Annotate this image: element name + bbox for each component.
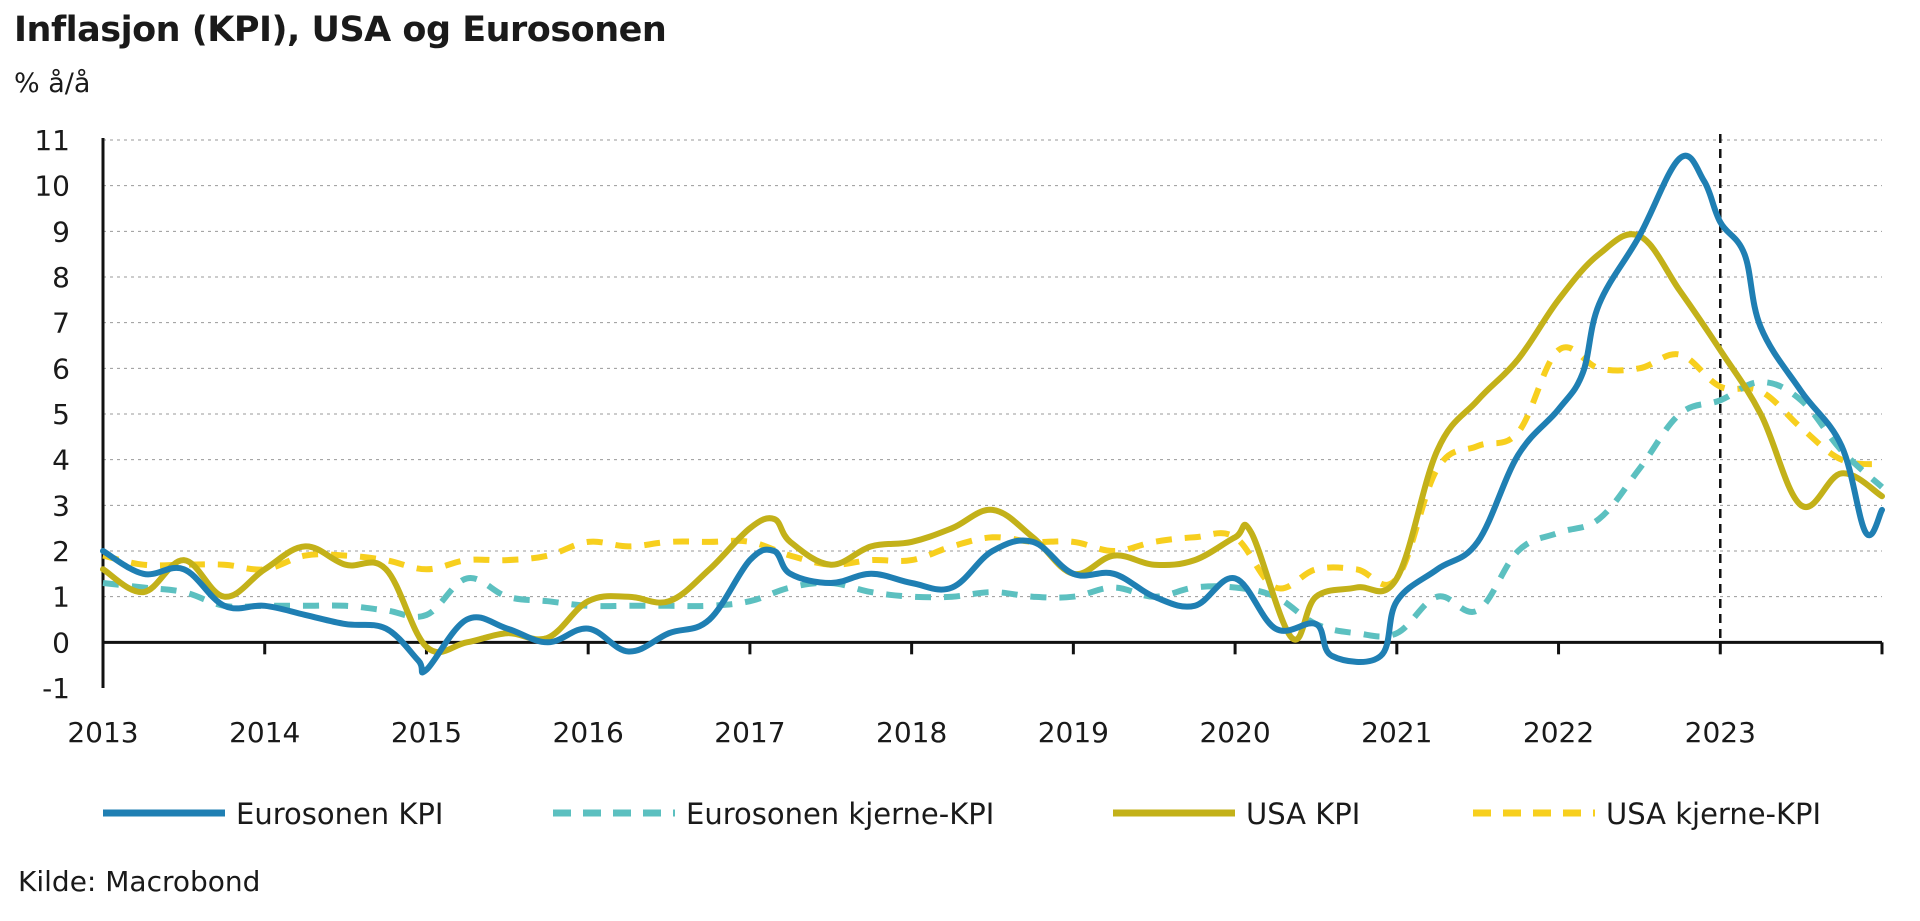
y-tick-label: 11 — [34, 124, 70, 157]
x-tick-label: 2020 — [1199, 716, 1270, 749]
y-tick-label: -1 — [42, 672, 70, 705]
y-axis-unit-label: % å/å — [14, 68, 91, 99]
series-lines — [100, 152, 1885, 676]
y-tick-label: 1 — [52, 581, 70, 614]
series-line-eurosonen-kjerne-kpi — [102, 379, 1885, 640]
x-tick-label: 2019 — [1038, 716, 1109, 749]
axes: -1 0 1 2 3 4 5 6 7 8 9 10 11 2013 2014 2015 2016 2017 2018… — [34, 124, 1884, 749]
legend-label: USA KPI — [1246, 797, 1360, 831]
chart-title: Inflasjon (KPI), USA og Eurosonen — [14, 10, 667, 50]
x-tick-label: 2015 — [391, 716, 462, 749]
x-tick-label: 2017 — [714, 716, 785, 749]
legend: Eurosonen KPI Eurosonen kjerne-KPI USA KPI… — [103, 797, 1821, 831]
x-tick-label: 2016 — [553, 716, 624, 749]
y-tick-label: 10 — [34, 170, 70, 203]
y-tick-label: 2 — [52, 535, 70, 568]
legend-label: Eurosonen KPI — [236, 797, 443, 831]
y-tick-label: 0 — [52, 626, 70, 659]
x-tick-label: 2021 — [1361, 716, 1432, 749]
y-tick-label: 3 — [52, 489, 70, 522]
y-tick-label: 5 — [52, 398, 70, 431]
y-tick-label: 4 — [52, 444, 70, 477]
y-tick-label: 8 — [52, 261, 70, 294]
series-line-usa-kjerne-kpi — [102, 344, 1883, 592]
x-tick-label: 2018 — [876, 716, 947, 749]
y-tick-label: 9 — [52, 215, 70, 248]
x-tick-label: 2023 — [1685, 716, 1756, 749]
y-tick-label: 6 — [52, 352, 70, 385]
series-line-usa-kpi — [100, 231, 1885, 656]
legend-label: Eurosonen kjerne-KPI — [686, 797, 994, 831]
x-tick-label: 2022 — [1523, 716, 1594, 749]
x-tick-label: 2013 — [67, 716, 138, 749]
y-tick-label: 7 — [52, 307, 70, 340]
x-tick-label: 2014 — [229, 716, 300, 749]
source-note: Kilde: Macrobond — [18, 865, 261, 898]
series-line-eurosonen-kpi — [100, 152, 1885, 676]
legend-label: USA kjerne-KPI — [1606, 797, 1821, 831]
